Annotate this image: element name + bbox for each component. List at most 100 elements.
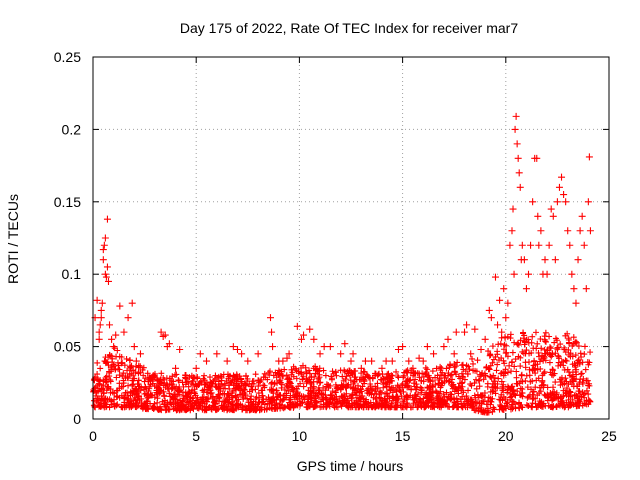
baseline-point [551, 370, 558, 377]
baseline-point [212, 383, 219, 390]
baseline-point [372, 386, 379, 393]
x-tick-label: 15 [395, 428, 411, 444]
data-point [534, 212, 542, 220]
baseline-point [127, 403, 134, 410]
baseline-point [271, 397, 278, 404]
baseline-point [552, 350, 559, 357]
baseline-point [429, 368, 436, 375]
baseline-point [364, 372, 371, 379]
baseline-point [508, 368, 515, 375]
baseline-point [474, 399, 481, 406]
baseline-point [261, 382, 268, 389]
data-point [93, 296, 101, 304]
baseline-point [499, 406, 506, 413]
baseline-point [214, 405, 221, 412]
baseline-point [318, 391, 325, 398]
baseline-point [560, 393, 567, 400]
baseline-point [552, 395, 559, 402]
baseline-point [283, 390, 290, 397]
baseline-point [506, 362, 513, 369]
baseline-point [487, 352, 494, 359]
data-point [514, 154, 522, 162]
baseline-point [422, 364, 429, 371]
baseline-point [341, 367, 348, 374]
baseline-point [134, 403, 141, 410]
baseline-point [284, 380, 291, 387]
data-point [103, 215, 111, 223]
baseline-point [452, 369, 459, 376]
baseline-point [467, 381, 474, 388]
baseline-point [483, 401, 490, 408]
baseline-point [394, 393, 401, 400]
baseline-point [349, 404, 356, 411]
baseline-point [380, 384, 387, 391]
baseline-point [144, 394, 151, 401]
baseline-point [347, 377, 354, 384]
baseline-point [511, 339, 518, 346]
baseline-point [360, 398, 367, 405]
baseline-point [266, 386, 273, 393]
baseline-point [562, 403, 569, 410]
baseline-point [277, 377, 284, 384]
baseline-point [404, 369, 411, 376]
baseline-point [563, 392, 570, 399]
data-point [444, 335, 452, 343]
baseline-point [382, 375, 389, 382]
baseline-point [541, 333, 548, 340]
baseline-point [165, 386, 172, 393]
data-point [326, 343, 334, 351]
baseline-point [150, 405, 157, 412]
baseline-point [535, 402, 542, 409]
baseline-point [340, 397, 347, 404]
x-tick-label: 10 [292, 428, 308, 444]
baseline-point [170, 403, 177, 410]
baseline-point [154, 384, 161, 391]
baseline-point [339, 384, 346, 391]
baseline-point [577, 390, 584, 397]
baseline-point [157, 403, 164, 410]
baseline-point [113, 353, 120, 360]
data-point [553, 198, 561, 206]
data-point [176, 345, 184, 353]
data-point [268, 328, 276, 336]
baseline-point [249, 380, 256, 387]
x-tick-label: 5 [192, 428, 200, 444]
baseline-point [232, 392, 239, 399]
baseline-point [272, 404, 279, 411]
baseline-point [443, 365, 450, 372]
data-point [106, 321, 114, 329]
baseline-point [239, 392, 246, 399]
data-point [213, 350, 221, 358]
baseline-point [496, 396, 503, 403]
baseline-point [504, 399, 511, 406]
data-point [388, 357, 396, 365]
baseline-point [121, 362, 128, 369]
baseline-point [575, 357, 582, 364]
baseline-point [100, 390, 107, 397]
baseline-point [277, 405, 284, 412]
y-tick-label: 0.2 [62, 121, 82, 137]
baseline-point [322, 394, 329, 401]
baseline-point [189, 395, 196, 402]
baseline-point [315, 394, 322, 401]
data-point [572, 299, 580, 307]
data-point [378, 364, 386, 372]
baseline-point [422, 371, 429, 378]
x-axis-label: GPS time / hours [297, 458, 404, 474]
baseline-point [187, 407, 194, 414]
baseline-point [499, 397, 506, 404]
baseline-point [495, 341, 502, 348]
data-point [423, 343, 431, 351]
baseline-point [175, 377, 182, 384]
data-point [267, 314, 275, 322]
baseline-point [151, 373, 158, 380]
baseline-point [158, 370, 165, 377]
baseline-point [426, 384, 433, 391]
baseline-point [520, 335, 527, 342]
data-point [551, 256, 559, 264]
baseline-point [373, 391, 380, 398]
baseline-point [200, 389, 207, 396]
baseline-point [185, 383, 192, 390]
baseline-point [529, 367, 536, 374]
baseline-point [519, 393, 526, 400]
